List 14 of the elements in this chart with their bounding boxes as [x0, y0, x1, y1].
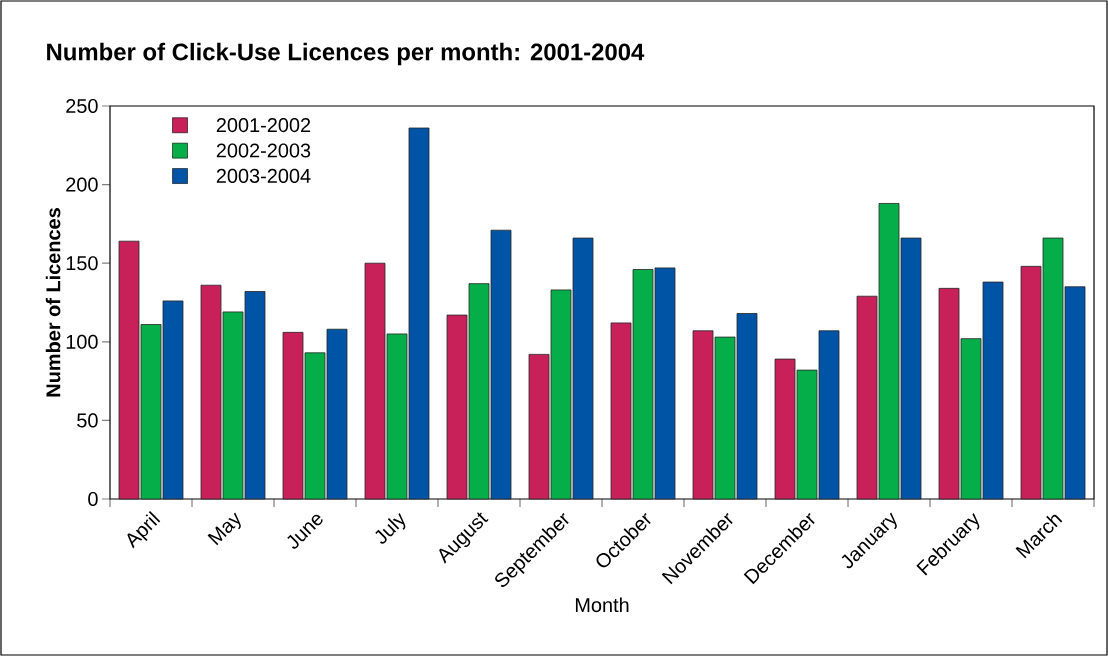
y-tick-label: 150	[66, 256, 98, 271]
legend-label: 2003-2004	[216, 168, 311, 183]
y-tick-label: 250	[66, 98, 98, 114]
y-tick-label: 200	[66, 177, 98, 192]
y-tick-label: 100	[66, 334, 98, 349]
legend-label: 2002-2003	[216, 143, 311, 158]
y-tick-label: 50	[77, 413, 98, 428]
y-axis-title: Number of Licences	[45, 208, 61, 397]
y-tick-label: 0	[88, 491, 98, 507]
x-axis-title: Month	[575, 597, 629, 613]
x-tick-label: July	[375, 512, 406, 544]
legend-label: 2001-2002	[216, 118, 311, 133]
chart-title: Number of Click-Use Licences per month: 2001-2004	[47, 42, 645, 66]
x-tick-label: May	[207, 512, 241, 546]
